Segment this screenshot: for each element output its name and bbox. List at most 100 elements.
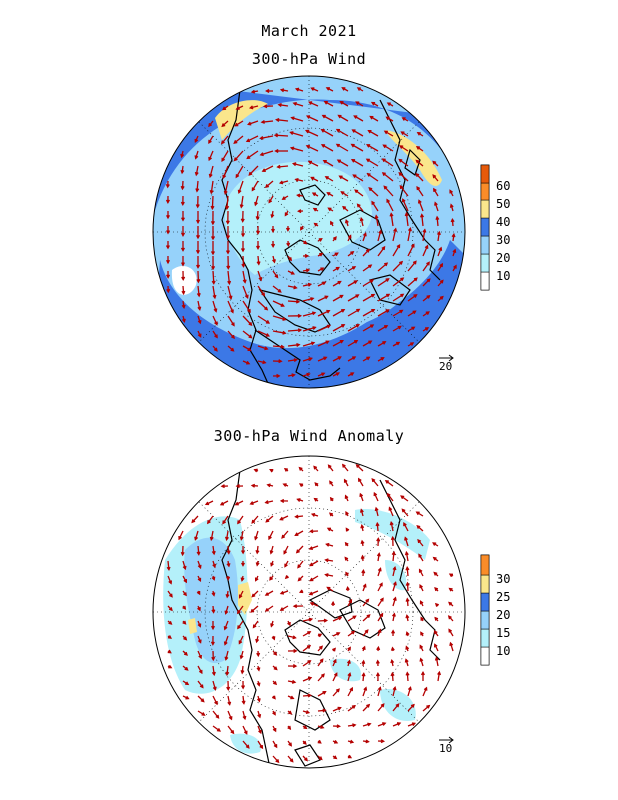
wind-vector-head — [404, 658, 409, 663]
wind-vector-head — [182, 620, 187, 625]
wind-vector — [290, 131, 304, 137]
wind-vector-head — [405, 597, 410, 602]
wind-vector-head — [424, 244, 429, 249]
wind-vector-head — [274, 149, 279, 153]
wind-vector-head — [247, 121, 252, 126]
wind-vector-head — [384, 262, 389, 267]
wind-vector-head — [369, 115, 374, 120]
wind-vector-head — [211, 236, 216, 241]
wind-vector-head — [248, 171, 253, 176]
wind-vector-head — [279, 516, 284, 521]
wind-vector-head — [344, 541, 349, 547]
wind-vector-head — [208, 139, 212, 144]
wind-vector-head — [359, 492, 364, 497]
wind-vector-head — [289, 131, 294, 135]
wind-vector-head — [293, 358, 299, 363]
wind-vector — [340, 101, 349, 107]
wind-vector — [392, 293, 404, 302]
wind-vector-head — [288, 710, 293, 715]
wind-vector-head — [370, 324, 375, 329]
wind-vector-head — [405, 581, 410, 586]
wind-vector-head — [378, 229, 383, 234]
wind-vector — [407, 277, 418, 287]
wind-vector — [291, 147, 304, 152]
wind-vector-head — [391, 629, 396, 634]
wind-vector — [242, 740, 250, 749]
wind-vector — [382, 172, 394, 182]
wind-vector — [422, 295, 430, 302]
wind-vector — [407, 704, 415, 712]
wind-vector — [225, 530, 229, 540]
wind-vector-head — [293, 285, 298, 290]
wind-vector-head — [273, 681, 278, 686]
wind-vector-head — [292, 101, 297, 106]
wind-vector-head — [285, 227, 290, 232]
wind-vector-head — [292, 604, 298, 609]
wind-vector-head — [280, 344, 285, 349]
wind-vector — [433, 188, 439, 197]
wind-vector-head — [336, 632, 341, 636]
wind-vector — [422, 229, 426, 242]
wind-vector-head — [196, 264, 201, 269]
wind-vector — [338, 114, 349, 122]
wind-vector-head — [222, 174, 227, 179]
wind-vector-head — [265, 88, 270, 93]
wind-vector-head — [352, 356, 357, 360]
wind-vector — [357, 203, 364, 212]
wind-vector-head — [360, 539, 365, 545]
wind-vector-head — [390, 671, 395, 677]
wind-vector-head — [333, 755, 338, 760]
wind-vector — [422, 278, 431, 287]
wind-vector-head — [216, 728, 222, 732]
wind-vector-head — [222, 520, 226, 525]
wind-vector-head — [297, 328, 303, 333]
wind-vector-head — [377, 628, 382, 633]
wind-vector — [317, 295, 328, 302]
wind-vector-head — [392, 565, 397, 571]
bottom-colorbar-label: 20 — [496, 608, 510, 622]
wind-vector-head — [183, 592, 187, 597]
wind-vector — [398, 172, 409, 182]
wind-vector-head — [241, 700, 246, 705]
wind-vector-head — [200, 698, 205, 703]
wind-vector-head — [309, 562, 314, 567]
wind-vector — [308, 161, 319, 167]
wind-vector — [227, 270, 231, 284]
wind-vector-head — [380, 703, 385, 708]
wind-vector-head — [439, 262, 444, 268]
wind-vector-head — [265, 518, 270, 523]
wind-vector-head — [452, 248, 457, 253]
wind-vector-head — [379, 612, 384, 617]
wind-vector — [392, 244, 401, 257]
wind-vector — [399, 159, 409, 167]
wind-vector-head — [248, 334, 253, 339]
wind-vector-head — [254, 577, 259, 582]
wind-vector — [377, 278, 389, 287]
wind-vector-head — [245, 138, 251, 143]
wind-vector — [339, 175, 349, 182]
wind-vector-head — [211, 671, 216, 677]
wind-vector-head — [308, 617, 314, 622]
wind-vector — [262, 165, 274, 172]
wind-vector-head — [184, 666, 189, 671]
wind-vector-head — [389, 520, 394, 526]
wind-vector-head — [310, 176, 315, 181]
wind-vector — [317, 619, 327, 622]
wind-vector-head — [366, 356, 371, 361]
wind-vector — [277, 165, 289, 168]
wind-vector-head — [284, 212, 289, 217]
wind-vector-head — [165, 245, 170, 250]
wind-vector — [227, 300, 234, 313]
wind-vector — [388, 507, 394, 517]
wind-vector-head — [404, 550, 409, 556]
wind-vector — [392, 309, 403, 317]
wind-vector-head — [214, 321, 218, 326]
wind-vector-head — [341, 463, 346, 468]
wind-vector-head — [385, 278, 390, 282]
wind-vector — [237, 620, 244, 629]
wind-vector-head — [324, 295, 329, 300]
wind-vector-head — [367, 129, 372, 134]
wind-vector-head — [345, 511, 349, 516]
wind-vector-head — [326, 527, 332, 532]
wind-vector-head — [338, 616, 343, 621]
